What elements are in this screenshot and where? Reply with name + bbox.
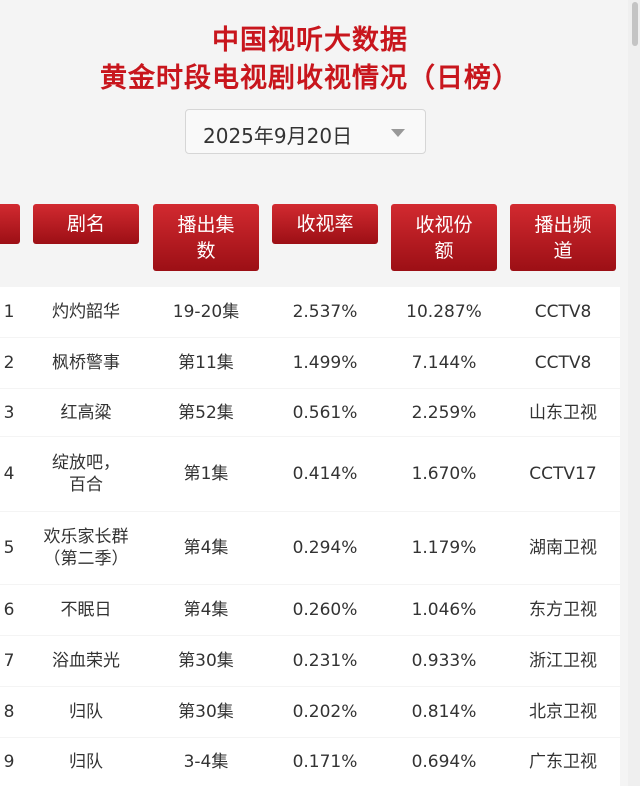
drama-name-cell: 浴血荣光 [52,651,120,671]
share-cell: 0.694% [411,752,477,772]
page-title: 中国视听大数据 [212,25,408,56]
rating-cell: 0.171% [292,752,358,772]
table-row[interactable]: 1 灼灼韶华 19-20集 2.537% 10.287% CCTV8 [0,287,620,337]
drama-name-cell: 归队 [69,752,103,772]
rank-cell: 9 [3,752,15,772]
channel-cell: 湖南卫视 [529,538,597,558]
channel-cell: 东方卫视 [529,600,597,620]
episodes-cell: 第1集 [183,464,229,484]
header-episodes: 播出集数 [153,204,259,271]
channel-cell: 山东卫视 [529,402,597,423]
drama-name-cell: 枫桥警事 [52,353,120,373]
header-share: 收视份额 [391,204,497,271]
table-row[interactable]: 5 欢乐家长群（第二季） 第4集 0.294% 1.179% 湖南卫视 [0,512,620,584]
drama-name-cell: 欢乐家长群（第二季） [43,527,129,569]
scrollbar[interactable] [628,0,640,786]
chevron-down-icon [391,129,405,137]
table-row[interactable]: 2 枫桥警事 第11集 1.499% 7.144% CCTV8 [0,338,620,388]
rank-cell: 1 [3,302,15,322]
rating-cell: 0.294% [292,538,358,558]
date-select[interactable]: 2025年9月20日 [185,109,426,154]
header-channel: 播出频道 [510,204,616,271]
share-cell: 0.814% [411,702,477,722]
share-cell: 1.046% [411,600,477,620]
rating-cell: 0.561% [292,402,358,423]
rating-cell: 1.499% [292,353,358,373]
episodes-cell: 第4集 [183,600,229,620]
episodes-cell: 第30集 [178,651,234,671]
table-row[interactable]: 9 归队 3-4集 0.171% 0.694% 广东卫视 [0,738,620,786]
rating-cell: 0.414% [292,464,358,484]
drama-name-cell: 灼灼韶华 [52,302,120,322]
share-cell: 0.933% [411,651,477,671]
rating-cell: 0.231% [292,651,358,671]
scrollbar-thumb[interactable] [632,2,638,46]
rank-cell: 5 [3,538,15,558]
channel-cell: 北京卫视 [529,702,597,722]
share-cell: 10.287% [406,302,482,322]
episodes-cell: 第4集 [183,538,229,558]
page-subtitle: 黄金时段电视剧收视情况（日榜） [100,63,520,94]
channel-cell: 广东卫视 [529,752,597,772]
rating-cell: 0.202% [292,702,358,722]
rating-cell: 2.537% [292,302,358,322]
rank-cell: 6 [3,600,15,620]
channel-cell: 浙江卫视 [529,651,597,671]
drama-name-cell: 归队 [69,702,103,722]
episodes-cell: 19-20集 [172,302,240,322]
rank-cell: 8 [3,702,15,722]
header-rank-cell [0,204,20,244]
date-select-value: 2025年9月20日 [203,124,353,148]
drama-name-cell: 绽放吧，百合 [52,453,120,495]
table-row[interactable]: 8 归队 第30集 0.202% 0.814% 北京卫视 [0,687,620,737]
header-rating: 收视率 [272,204,378,244]
episodes-cell: 第30集 [178,702,234,722]
channel-cell: CCTV17 [529,464,597,484]
rank-cell: 3 [3,402,15,423]
rank-cell: 7 [3,651,15,671]
share-cell: 1.179% [411,538,477,558]
share-cell: 2.259% [411,402,477,423]
channel-cell: CCTV8 [534,302,592,322]
share-cell: 7.144% [411,353,477,373]
drama-name-cell: 红高粱 [60,402,112,423]
episodes-cell: 3-4集 [183,752,229,772]
table-row[interactable]: 3 红高粱 第52集 0.561% 2.259% 山东卫视 [0,389,620,436]
table-row[interactable]: 4 绽放吧，百合 第1集 0.414% 1.670% CCTV17 [0,437,620,511]
episodes-cell: 第11集 [178,353,234,373]
rank-cell: 2 [3,353,15,373]
table-row[interactable]: 6 不眠日 第4集 0.260% 1.046% 东方卫视 [0,585,620,635]
rank-cell: 4 [3,464,15,484]
header-name: 剧名 [33,204,139,244]
rating-cell: 0.260% [292,600,358,620]
table-row[interactable]: 7 浴血荣光 第30集 0.231% 0.933% 浙江卫视 [0,636,620,686]
drama-name-cell: 不眠日 [60,600,112,620]
episodes-cell: 第52集 [178,402,234,423]
channel-cell: CCTV8 [534,353,592,373]
share-cell: 1.670% [411,464,477,484]
